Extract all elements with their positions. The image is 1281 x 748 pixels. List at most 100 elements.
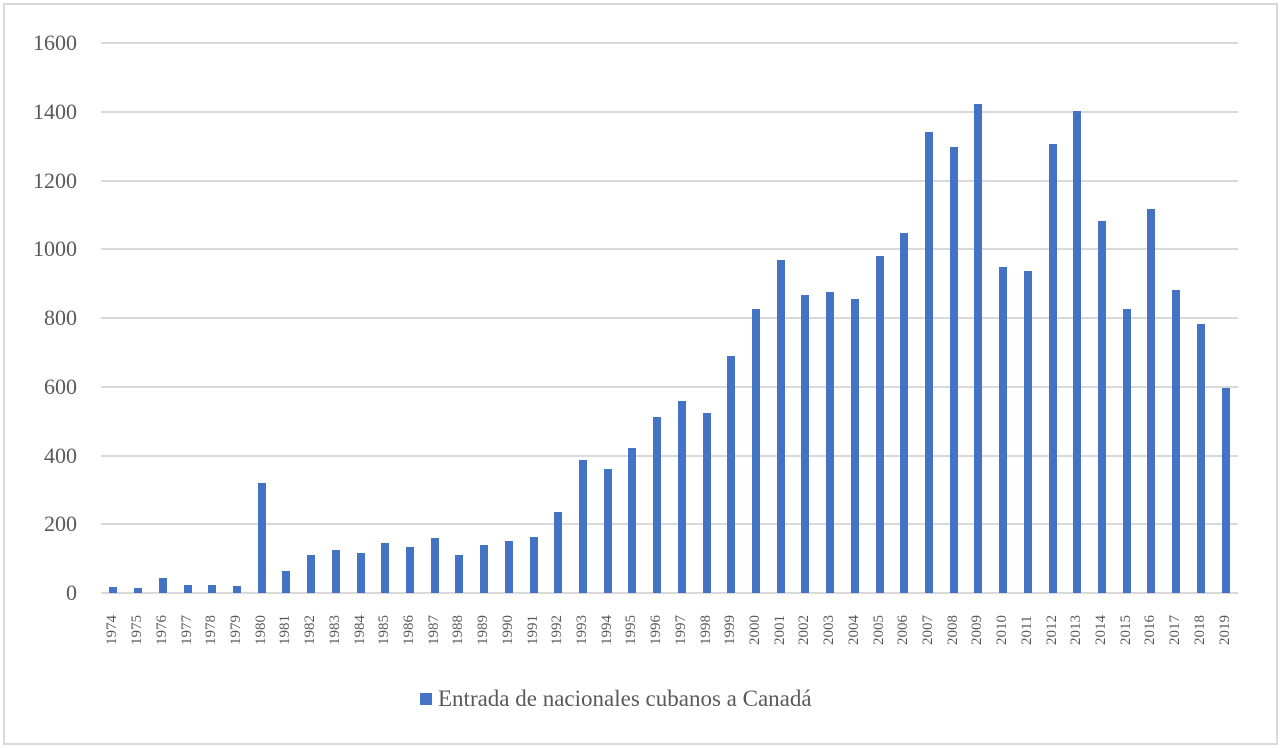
bar: [109, 586, 118, 593]
x-tick-label: 1980: [252, 615, 269, 645]
bar: [1196, 324, 1205, 593]
y-tick-label: 1400: [33, 98, 77, 124]
bar: [776, 260, 785, 593]
bar: [949, 147, 958, 593]
x-tick-label: 1987: [425, 615, 442, 645]
bar: [480, 544, 489, 593]
x-tick-label: 1974: [104, 615, 121, 645]
bar: [183, 584, 192, 593]
x-tick-label: 2013: [1068, 615, 1085, 645]
y-tick-label: 1600: [33, 30, 77, 55]
bar: [529, 537, 538, 593]
x-tick-label: 2004: [845, 615, 862, 645]
bar: [653, 417, 662, 593]
bar: [1048, 144, 1057, 593]
x-tick-label: 1985: [376, 615, 393, 645]
gridline: [101, 42, 1238, 44]
x-tick-label: 1999: [722, 615, 739, 645]
x-tick-label: 1996: [648, 615, 665, 645]
x-tick-label: 2003: [821, 615, 838, 645]
bar: [208, 585, 217, 593]
y-tick-label: 800: [44, 305, 77, 330]
bar: [974, 103, 983, 593]
y-tick-label: 600: [44, 373, 77, 399]
bar: [752, 309, 760, 593]
x-tick-label: 2012: [1043, 615, 1060, 645]
x-tick-label: 1977: [178, 615, 195, 645]
chart-frame: [3, 3, 1278, 745]
x-tick-label: 1992: [549, 615, 566, 645]
x-tick-label: 1975: [129, 615, 146, 645]
bar: [257, 483, 266, 593]
x-tick-label: 2007: [920, 615, 937, 645]
gridline: [101, 248, 1238, 251]
x-tick-label: 1976: [153, 615, 170, 645]
x-tick-label: 1998: [697, 615, 714, 645]
x-tick-label: 1994: [598, 615, 615, 645]
bar: [455, 554, 464, 593]
x-tick-label: 1995: [623, 615, 640, 645]
y-tick-label: 0: [66, 580, 77, 605]
gridline: [101, 592, 1238, 594]
gridline: [101, 317, 1238, 319]
legend-label: Entrada de nacionales cubanos a Canadá: [438, 686, 812, 711]
bar: [1172, 289, 1181, 593]
y-tick-label: 400: [44, 442, 77, 468]
x-tick-label: 2011: [1018, 615, 1035, 645]
x-tick-label: 1986: [400, 615, 417, 645]
x-tick-label: 1993: [573, 615, 590, 645]
y-tick-label: 200: [44, 511, 77, 537]
bar: [727, 355, 736, 593]
bar: [925, 132, 934, 593]
x-tick-label: 2017: [1167, 615, 1184, 645]
x-tick-label: 2008: [944, 615, 961, 645]
x-tick-label: 1991: [524, 615, 541, 645]
bar: [1122, 309, 1131, 593]
y-tick-label: 1000: [33, 236, 77, 262]
bar: [331, 550, 340, 593]
x-tick-label: 1982: [302, 615, 319, 645]
x-tick-label: 2002: [796, 615, 813, 645]
x-tick-label: 2000: [747, 615, 763, 645]
x-tick-label: 2001: [771, 615, 788, 645]
bar: [554, 511, 563, 593]
x-tick-label: 1990: [499, 615, 516, 645]
gridline: [101, 523, 1238, 526]
bar: [801, 295, 810, 593]
bar: [282, 570, 291, 593]
bar: [628, 447, 637, 593]
x-tick-label: 2019: [1216, 615, 1233, 645]
bar: [1147, 208, 1156, 593]
bar: [232, 586, 241, 593]
x-tick-label: 2009: [969, 615, 986, 645]
bar: [1098, 220, 1107, 593]
x-tick-label: 2018: [1191, 615, 1208, 645]
gridline: [101, 385, 1238, 388]
x-tick-label: 1983: [326, 615, 343, 645]
bar: [1073, 110, 1082, 593]
bar: [405, 546, 414, 593]
bar: [430, 538, 439, 593]
bar: [158, 577, 167, 593]
x-tick-label: 2015: [1117, 615, 1134, 645]
bar: [307, 554, 316, 593]
bar: [677, 400, 686, 593]
bar: [356, 553, 365, 593]
x-tick-label: 1997: [672, 615, 689, 645]
x-tick-label: 1981: [277, 615, 294, 645]
x-tick-label: 1984: [351, 615, 368, 645]
bar: [1023, 270, 1032, 593]
gridline: [101, 179, 1238, 182]
y-tick-label: 1200: [33, 167, 77, 193]
legend: Entrada de nacionales cubanos a Canadá: [420, 686, 812, 712]
x-tick-label: 2010: [994, 615, 1011, 645]
x-tick-label: 1979: [227, 615, 244, 645]
bar: [826, 291, 835, 593]
bar: [578, 459, 587, 593]
x-tick-label: 2005: [870, 615, 887, 645]
bar: [875, 256, 884, 593]
bar: [504, 540, 513, 593]
x-tick-label: 1989: [475, 615, 492, 645]
x-tick-label: 2006: [895, 615, 912, 645]
